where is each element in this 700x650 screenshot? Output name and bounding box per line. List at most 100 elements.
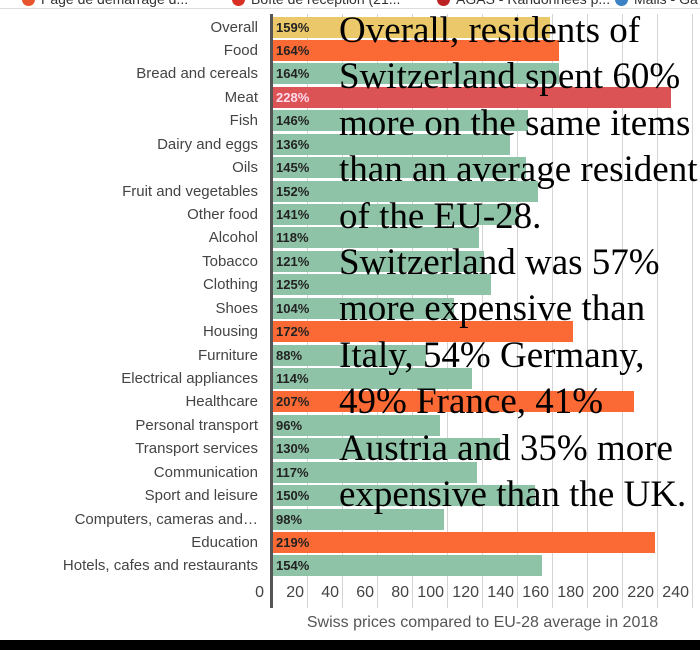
bar bbox=[272, 180, 538, 202]
gridline bbox=[657, 14, 658, 608]
bar-value-label: 207% bbox=[276, 394, 310, 410]
bar-value-label: 228% bbox=[276, 89, 310, 105]
bookmark-label: AGAS - Randonnées p... bbox=[456, 0, 610, 7]
bar-value-label: 114% bbox=[276, 370, 309, 386]
x-tick-label: 240 bbox=[662, 584, 689, 601]
bar bbox=[272, 86, 671, 108]
bar bbox=[272, 274, 491, 296]
bar bbox=[272, 367, 472, 389]
bottom-black-bar bbox=[0, 640, 700, 650]
bar bbox=[272, 321, 573, 343]
bar bbox=[272, 63, 559, 85]
category-label: Clothing bbox=[202, 276, 258, 294]
x-tick-label: 40 bbox=[321, 584, 339, 601]
bar bbox=[272, 297, 454, 319]
bar-value-label: 164% bbox=[276, 66, 310, 82]
bar bbox=[272, 250, 484, 272]
bar bbox=[272, 414, 440, 436]
bar-value-label: 136% bbox=[276, 136, 310, 152]
category-label: Food bbox=[223, 41, 258, 59]
bar-value-label: 117% bbox=[276, 464, 309, 480]
category-label: Computers, cameras and… bbox=[74, 510, 258, 528]
x-tick-label: 80 bbox=[391, 584, 409, 601]
category-label: Fruit and vegetables bbox=[122, 182, 258, 200]
bar bbox=[272, 461, 477, 483]
bookmark-label: Mails - Ga bbox=[634, 0, 698, 7]
hiker-icon bbox=[437, 0, 450, 6]
bar-value-label: 118% bbox=[276, 230, 309, 246]
bar-value-label: 145% bbox=[276, 160, 310, 176]
category-label: Dairy and eggs bbox=[157, 135, 258, 153]
gridline bbox=[622, 14, 623, 608]
category-label: Hotels, cafes and restaurants bbox=[62, 557, 258, 575]
category-label: Fish bbox=[229, 112, 258, 130]
x-tick-label: 0 bbox=[255, 584, 264, 601]
bar-value-label: 154% bbox=[276, 558, 310, 574]
bar bbox=[272, 508, 444, 530]
category-label: Other food bbox=[187, 205, 258, 223]
bar bbox=[272, 133, 510, 155]
gridline bbox=[692, 14, 693, 608]
x-tick-label: 20 bbox=[286, 584, 304, 601]
bar bbox=[272, 203, 519, 225]
x-tick-label: 200 bbox=[592, 584, 619, 601]
category-label: Education bbox=[191, 533, 258, 551]
bar-value-label: 104% bbox=[276, 300, 310, 316]
x-tick-label: 60 bbox=[356, 584, 374, 601]
category-label: Personal transport bbox=[135, 416, 258, 434]
category-label: Communication bbox=[153, 463, 258, 481]
bar-value-label: 98% bbox=[276, 511, 303, 527]
bookmark-label: Page de démarrage d... bbox=[41, 0, 188, 7]
bar-value-label: 125% bbox=[276, 277, 310, 293]
gmail-icon bbox=[232, 0, 245, 6]
bar bbox=[272, 344, 426, 366]
bar bbox=[272, 555, 542, 577]
bookmark-item[interactable]: Boîte de réception (21... bbox=[232, 0, 400, 7]
gridline bbox=[482, 14, 483, 608]
bar bbox=[272, 438, 500, 460]
category-label: Tobacco bbox=[202, 252, 258, 270]
y-axis-line bbox=[270, 14, 273, 608]
bookmarks-bar: Page de démarrage d... Boîte de réception… bbox=[0, 0, 700, 9]
bar-value-label: 159% bbox=[276, 19, 310, 35]
bar bbox=[272, 531, 656, 553]
bookmark-item[interactable]: AGAS - Randonnées p... bbox=[437, 0, 610, 7]
gridline bbox=[587, 14, 588, 608]
x-tick-label: 180 bbox=[557, 584, 584, 601]
bar bbox=[272, 157, 526, 179]
x-tick-label: 100 bbox=[417, 584, 444, 601]
firefox-icon bbox=[22, 0, 35, 6]
gridline bbox=[552, 14, 553, 608]
bar bbox=[272, 485, 535, 507]
bar-value-label: 96% bbox=[276, 417, 303, 433]
bar-value-label: 150% bbox=[276, 488, 310, 504]
category-label: Furniture bbox=[197, 346, 258, 364]
mail-icon bbox=[615, 0, 628, 6]
bar-value-label: 164% bbox=[276, 42, 310, 58]
category-label: Housing bbox=[202, 323, 258, 341]
bar bbox=[272, 39, 559, 61]
category-label: Bread and cereals bbox=[136, 65, 258, 83]
category-label: Alcohol bbox=[208, 229, 258, 247]
bar-value-label: 141% bbox=[276, 206, 310, 222]
category-label: Transport services bbox=[135, 440, 258, 458]
bar-value-label: 130% bbox=[276, 441, 310, 457]
bar bbox=[272, 110, 528, 132]
bar-value-label: 121% bbox=[276, 253, 310, 269]
category-label: Meat bbox=[224, 88, 258, 106]
category-label: Electrical appliances bbox=[121, 369, 258, 387]
bookmark-item[interactable]: Page de démarrage d... bbox=[22, 0, 188, 7]
bookmark-label: Boîte de réception (21... bbox=[251, 0, 400, 7]
x-axis-title: Swiss prices compared to EU-28 average i… bbox=[306, 614, 659, 631]
bar-value-label: 146% bbox=[276, 113, 310, 129]
bar-value-label: 172% bbox=[276, 324, 310, 340]
bar bbox=[272, 227, 479, 249]
bookmark-item[interactable]: Mails - Ga bbox=[615, 0, 698, 7]
bar-value-label: 152% bbox=[276, 183, 310, 199]
category-label: Sport and leisure bbox=[144, 487, 258, 505]
bar-value-label: 219% bbox=[276, 534, 310, 550]
bar-value-label: 88% bbox=[276, 347, 303, 363]
category-label: Healthcare bbox=[185, 393, 258, 411]
bar bbox=[272, 16, 551, 38]
